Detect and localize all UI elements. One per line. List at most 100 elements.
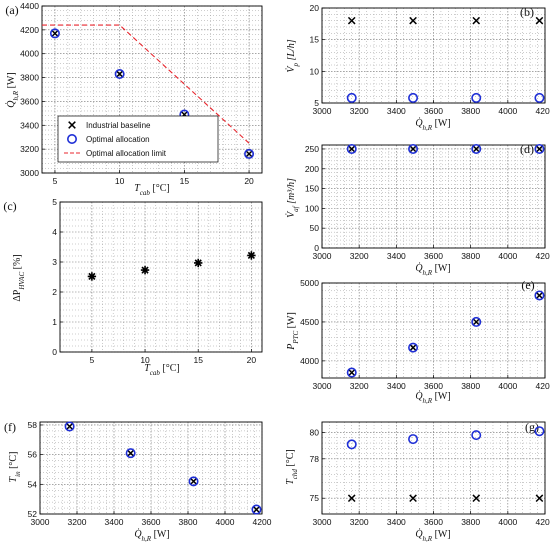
data-point (408, 92, 419, 103)
x-tick-label: 4000 (498, 106, 517, 116)
y-tick-label: 3000 (20, 168, 39, 178)
data-point (251, 504, 262, 515)
x-axis-label: Q̇h,R [W] (415, 262, 450, 277)
y-tick-label: 3800 (20, 73, 39, 83)
data-point (472, 318, 481, 326)
y-tick-label: 50 (310, 223, 320, 233)
x-axis-label: Tcab [°C] (134, 183, 170, 197)
series-line-limit (42, 24, 250, 144)
x-tick-label: 4200 (536, 106, 550, 116)
x-tick-label: 3200 (350, 251, 369, 261)
x-tick-label: 4000 (498, 251, 517, 261)
data-point (408, 342, 419, 353)
y-tick-label: 5000 (300, 278, 319, 288)
x-tick-label: 15 (180, 176, 190, 186)
x-tick-label: 3000 (313, 381, 332, 391)
y-axis-label: Tchd [°C] (285, 449, 299, 485)
data-point (408, 143, 419, 154)
plot-area (322, 8, 545, 103)
data-point (115, 70, 124, 78)
y-tick-label: 3600 (20, 96, 39, 106)
y-tick-label: 0 (52, 347, 57, 357)
data-point (247, 251, 256, 260)
x-tick-label: 4200 (536, 381, 550, 391)
data-point (346, 367, 357, 378)
x-tick-label: 3200 (350, 517, 369, 527)
data-point (64, 421, 75, 432)
x-tick-label: 4200 (536, 517, 550, 527)
data-point (534, 92, 545, 103)
data-point (347, 494, 356, 503)
x-tick-label: 3800 (461, 106, 480, 116)
y-axis-label: V̇af [m³/h] (285, 178, 300, 218)
y-axis-label: PPTC [W] (286, 312, 300, 351)
data-point (346, 92, 357, 103)
x-tick-label: 3400 (387, 381, 406, 391)
y-tick-label: 5 (52, 197, 57, 207)
x-axis-label: Q̇h,R [W] (415, 390, 450, 405)
data-point (346, 439, 357, 450)
y-tick-label: 4500 (300, 317, 319, 327)
x-tick-label: 3400 (387, 106, 406, 116)
legend-swatch (68, 121, 76, 129)
data-point (140, 265, 150, 275)
panel-g: 3000 3200 3400 3600 3800 4000 4200 75 78 80 Q̇h,R … (285, 420, 550, 543)
legend-entry: Industrial baseline (86, 121, 151, 130)
x-tick-label: 5 (90, 355, 95, 365)
legend-box (57, 115, 219, 163)
panel-c: 5 10 15 20 0 1 2 3 4 5 Tcab [°C] ΔPHVAC [%] (c) (3, 197, 263, 377)
y-tick-label: 58 (28, 420, 38, 430)
y-axis-label: V̇p [L/h] (285, 39, 300, 72)
panel-f: 3000 3200 3400 3600 3800 4000 4200 52 54 56 58 Q̇h,… (4, 420, 272, 543)
data-point (472, 145, 481, 153)
data-point (472, 494, 481, 503)
data-point (51, 29, 59, 38)
y-tick-label: 4200 (20, 25, 39, 35)
plot-area (322, 283, 545, 378)
data-point (471, 316, 482, 327)
y-tick-label: 3 (52, 257, 57, 267)
y-tick-label: 3400 (20, 120, 39, 130)
data-point (409, 494, 417, 503)
data-point (245, 150, 253, 158)
panel-letter: (f) (4, 420, 16, 434)
panel-e: 3000 3200 3400 3600 3800 4000 4200 4000 4500 5000… (286, 278, 550, 405)
x-tick-label: 15 (193, 355, 203, 365)
x-tick-label: 3200 (350, 106, 369, 116)
y-tick-label: 1 (52, 317, 57, 327)
y-tick-label: 100 (305, 203, 319, 213)
y-tick-label: 200 (305, 164, 319, 174)
data-point (535, 16, 544, 25)
y-tick-label: 54 (28, 479, 38, 489)
x-tick-label: 3600 (142, 517, 161, 527)
data-point (534, 143, 545, 154)
y-tick-label: 80 (310, 428, 320, 438)
data-point (244, 148, 255, 159)
axes-frame (59, 201, 263, 353)
y-tick-label: 78 (310, 454, 320, 464)
legend: Industrial baseline Optimal allocation Opt… (57, 115, 219, 163)
panel-letter: (c) (3, 199, 16, 213)
y-tick-label: 2 (52, 287, 57, 297)
data-point (346, 143, 357, 154)
data-point (347, 145, 356, 153)
x-tick-label: 3000 (313, 251, 332, 261)
data-point (534, 290, 545, 301)
y-tick-label: 4000 (300, 356, 319, 366)
x-tick-label: 4000 (498, 517, 517, 527)
legend-entry: Optimal allocation limit (86, 149, 167, 158)
axes-frame (41, 5, 263, 174)
data-point (189, 477, 198, 486)
data-point (49, 28, 60, 39)
data-point (535, 291, 544, 300)
y-tick-label: 4000 (20, 49, 39, 59)
x-tick-label: 4200 (253, 517, 272, 527)
data-point (194, 258, 203, 268)
data-point (347, 368, 356, 377)
x-tick-label: 3400 (387, 517, 406, 527)
x-tick-label: 4000 (498, 381, 517, 391)
x-axis-label: Q̇h,R [W] (415, 528, 450, 543)
x-tick-label: 3800 (461, 517, 480, 527)
data-point (471, 430, 482, 441)
